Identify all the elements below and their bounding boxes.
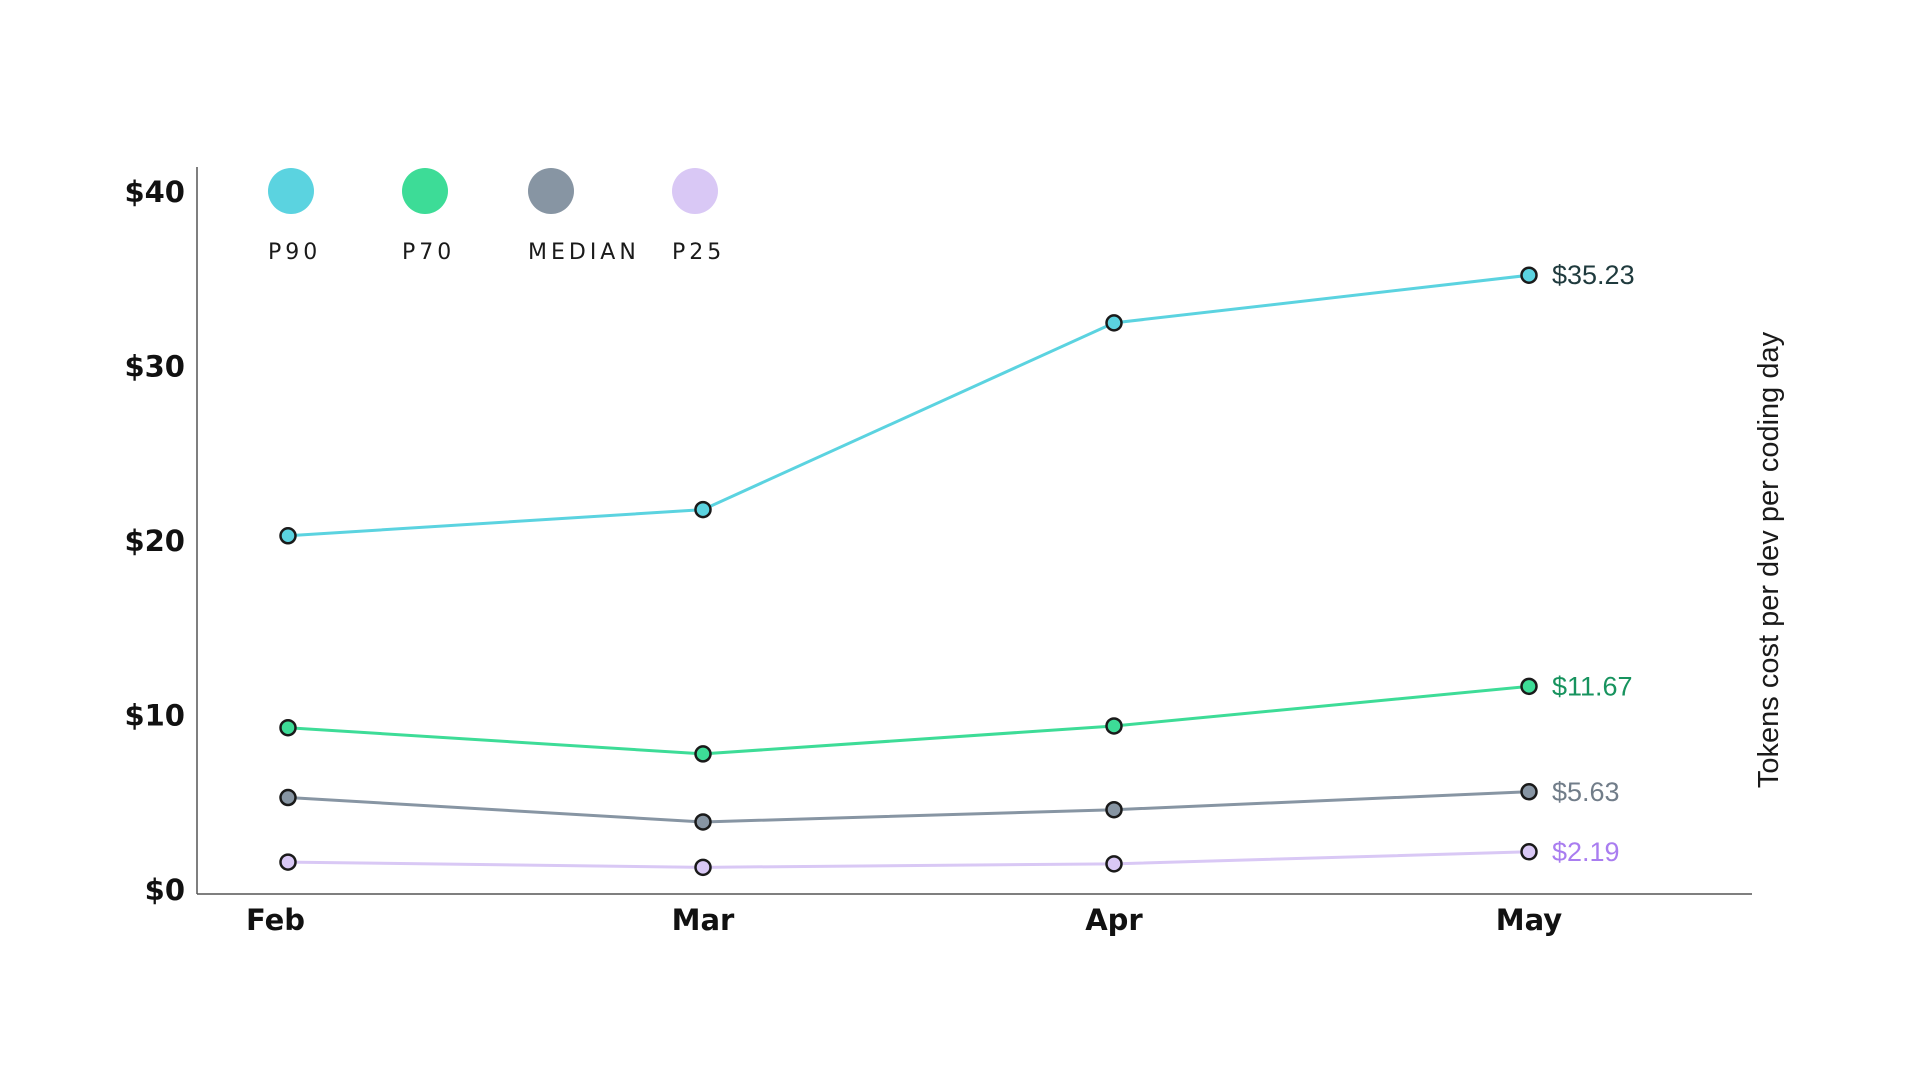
data-point-p70 xyxy=(1520,677,1538,696)
series-line-p70 xyxy=(287,684,1530,756)
legend-swatch-p70 xyxy=(402,168,448,214)
data-point-p70 xyxy=(279,718,297,737)
data-point-p90 xyxy=(1105,314,1123,332)
data-point-p25 xyxy=(694,858,712,877)
legend: P90 P70 MEDIAN P25 xyxy=(268,168,725,265)
data-label-p70: $11.67 xyxy=(1552,671,1633,701)
end-labels: $35.23 $11.67 $5.63 $2.19 xyxy=(1552,260,1635,867)
data-label-median: $5.63 xyxy=(1552,777,1620,807)
legend-label-p70: P70 xyxy=(402,240,455,265)
data-point-p90 xyxy=(1520,266,1538,284)
data-point-p90 xyxy=(694,500,712,519)
legend-swatch-p25 xyxy=(672,168,718,214)
series-line-p90 xyxy=(287,273,1530,538)
data-point-p25 xyxy=(279,853,297,871)
y-axis-title: Tokens cost per dev per coding day xyxy=(1753,331,1785,788)
series-lines xyxy=(287,273,1530,869)
legend-label-p25: P25 xyxy=(672,240,725,265)
legend-swatch-p90 xyxy=(268,168,314,214)
series-points xyxy=(279,266,1538,877)
series-line-p25 xyxy=(287,850,1530,869)
data-point-median xyxy=(1520,783,1538,801)
y-tick-label: $40 xyxy=(124,175,185,209)
data-label-p25: $2.19 xyxy=(1552,837,1620,867)
x-tick-label: Feb xyxy=(246,903,305,937)
data-point-p25 xyxy=(1105,855,1123,873)
y-tick-label: $0 xyxy=(145,873,185,907)
series-line-median xyxy=(287,790,1530,824)
data-point-median xyxy=(694,813,712,831)
legend-label-p90: P90 xyxy=(268,240,321,265)
data-label-p90: $35.23 xyxy=(1552,260,1635,290)
data-point-p25 xyxy=(1520,843,1538,861)
y-tick-label: $30 xyxy=(124,350,185,384)
x-tick-label: Mar xyxy=(672,903,735,937)
x-tick-labels: Feb Mar Apr May xyxy=(246,903,1562,937)
legend-swatch-median xyxy=(528,168,574,214)
data-point-p70 xyxy=(1105,717,1123,735)
x-tick-label: Apr xyxy=(1085,903,1143,937)
data-point-p70 xyxy=(694,745,712,763)
data-point-p90 xyxy=(279,527,297,545)
data-point-median xyxy=(279,788,297,807)
data-point-median xyxy=(1105,800,1123,819)
y-tick-label: $20 xyxy=(124,524,185,558)
x-tick-label: May xyxy=(1496,903,1563,937)
y-tick-label: $10 xyxy=(124,699,185,733)
y-tick-labels: $0 $10 $20 $30 $40 xyxy=(124,175,185,907)
axes xyxy=(196,167,1752,895)
legend-label-median: MEDIAN xyxy=(528,240,640,265)
